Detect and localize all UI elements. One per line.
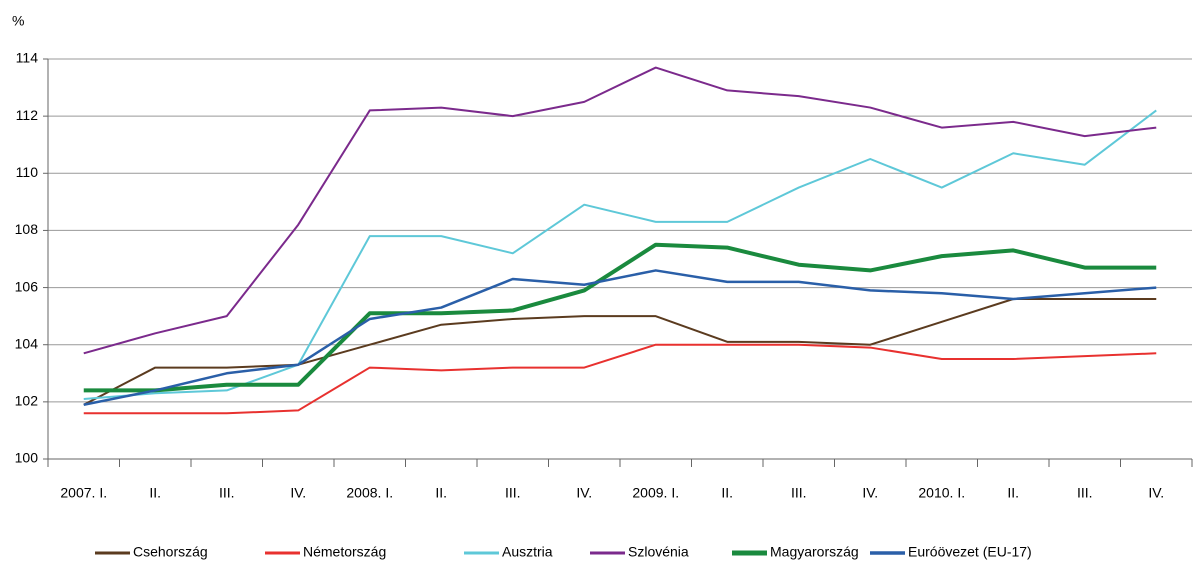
y-tick-label: 108 <box>15 221 39 237</box>
series-line <box>83 242 1157 393</box>
legend-label: Németország <box>303 544 386 560</box>
series-line <box>83 298 1157 406</box>
x-tick-label: IV. <box>862 485 878 501</box>
x-tick-label: II. <box>149 485 161 501</box>
x-tick-label: IV. <box>1148 485 1164 501</box>
y-tick-label: 106 <box>15 278 39 294</box>
x-tick-label: 2008. I. <box>346 485 393 501</box>
series-line <box>83 66 1157 355</box>
x-tick-label: III. <box>505 485 521 501</box>
x-tick-label: II. <box>721 485 733 501</box>
x-tick-label: III. <box>791 485 807 501</box>
legend-label: Csehország <box>133 544 208 560</box>
legend-label: Magyarország <box>770 544 859 560</box>
y-tick-label: 112 <box>16 107 39 123</box>
y-tick-label: 104 <box>15 335 39 351</box>
y-tick-label: 110 <box>16 164 39 180</box>
legend-label: Ausztria <box>502 544 553 560</box>
x-tick-label: 2010. I. <box>918 485 965 501</box>
legend-label: Szlovénia <box>628 544 689 560</box>
x-tick-label: II. <box>1007 485 1019 501</box>
series-line <box>83 269 1157 406</box>
x-tick-label: III. <box>219 485 235 501</box>
x-tick-label: II. <box>435 485 447 501</box>
x-tick-label: IV. <box>290 485 306 501</box>
y-tick-label: 114 <box>16 50 39 66</box>
x-tick-label: 2009. I. <box>632 485 679 501</box>
series-line <box>83 343 1157 415</box>
series-line <box>83 109 1157 400</box>
x-tick-label: IV. <box>576 485 592 501</box>
y-tick-label: 100 <box>15 450 39 466</box>
legend-label: Euróövezet (EU-17) <box>908 544 1032 560</box>
x-tick-label: 2007. I. <box>60 485 107 501</box>
x-tick-label: III. <box>1077 485 1093 501</box>
y-tick-label: 102 <box>15 393 39 409</box>
y-axis-label: % <box>12 13 24 29</box>
